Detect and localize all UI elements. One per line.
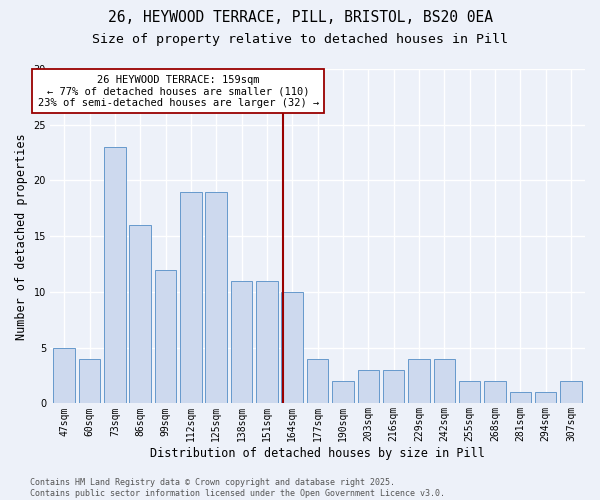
Bar (535, 392, 556, 404)
Bar (180, 192, 202, 404)
Bar (53, 348, 75, 404)
Bar (408, 359, 430, 404)
Text: Contains HM Land Registry data © Crown copyright and database right 2025.
Contai: Contains HM Land Registry data © Crown c… (30, 478, 445, 498)
Text: 26, HEYWOOD TERRACE, PILL, BRISTOL, BS20 0EA: 26, HEYWOOD TERRACE, PILL, BRISTOL, BS20… (107, 10, 493, 25)
Bar (307, 359, 328, 404)
Bar (358, 370, 379, 404)
Text: 26 HEYWOOD TERRACE: 159sqm
← 77% of detached houses are smaller (110)
23% of sem: 26 HEYWOOD TERRACE: 159sqm ← 77% of deta… (38, 74, 319, 108)
Bar (560, 381, 582, 404)
Bar (434, 359, 455, 404)
Bar (256, 281, 278, 404)
Bar (231, 281, 253, 404)
Bar (130, 225, 151, 404)
Bar (205, 192, 227, 404)
Bar (484, 381, 506, 404)
Bar (79, 359, 100, 404)
Bar (509, 392, 531, 404)
Y-axis label: Number of detached properties: Number of detached properties (15, 133, 28, 340)
Bar (383, 370, 404, 404)
Bar (281, 292, 303, 404)
Bar (155, 270, 176, 404)
Bar (332, 381, 354, 404)
Bar (104, 147, 125, 404)
Text: Size of property relative to detached houses in Pill: Size of property relative to detached ho… (92, 32, 508, 46)
Bar (459, 381, 481, 404)
X-axis label: Distribution of detached houses by size in Pill: Distribution of detached houses by size … (150, 447, 485, 460)
